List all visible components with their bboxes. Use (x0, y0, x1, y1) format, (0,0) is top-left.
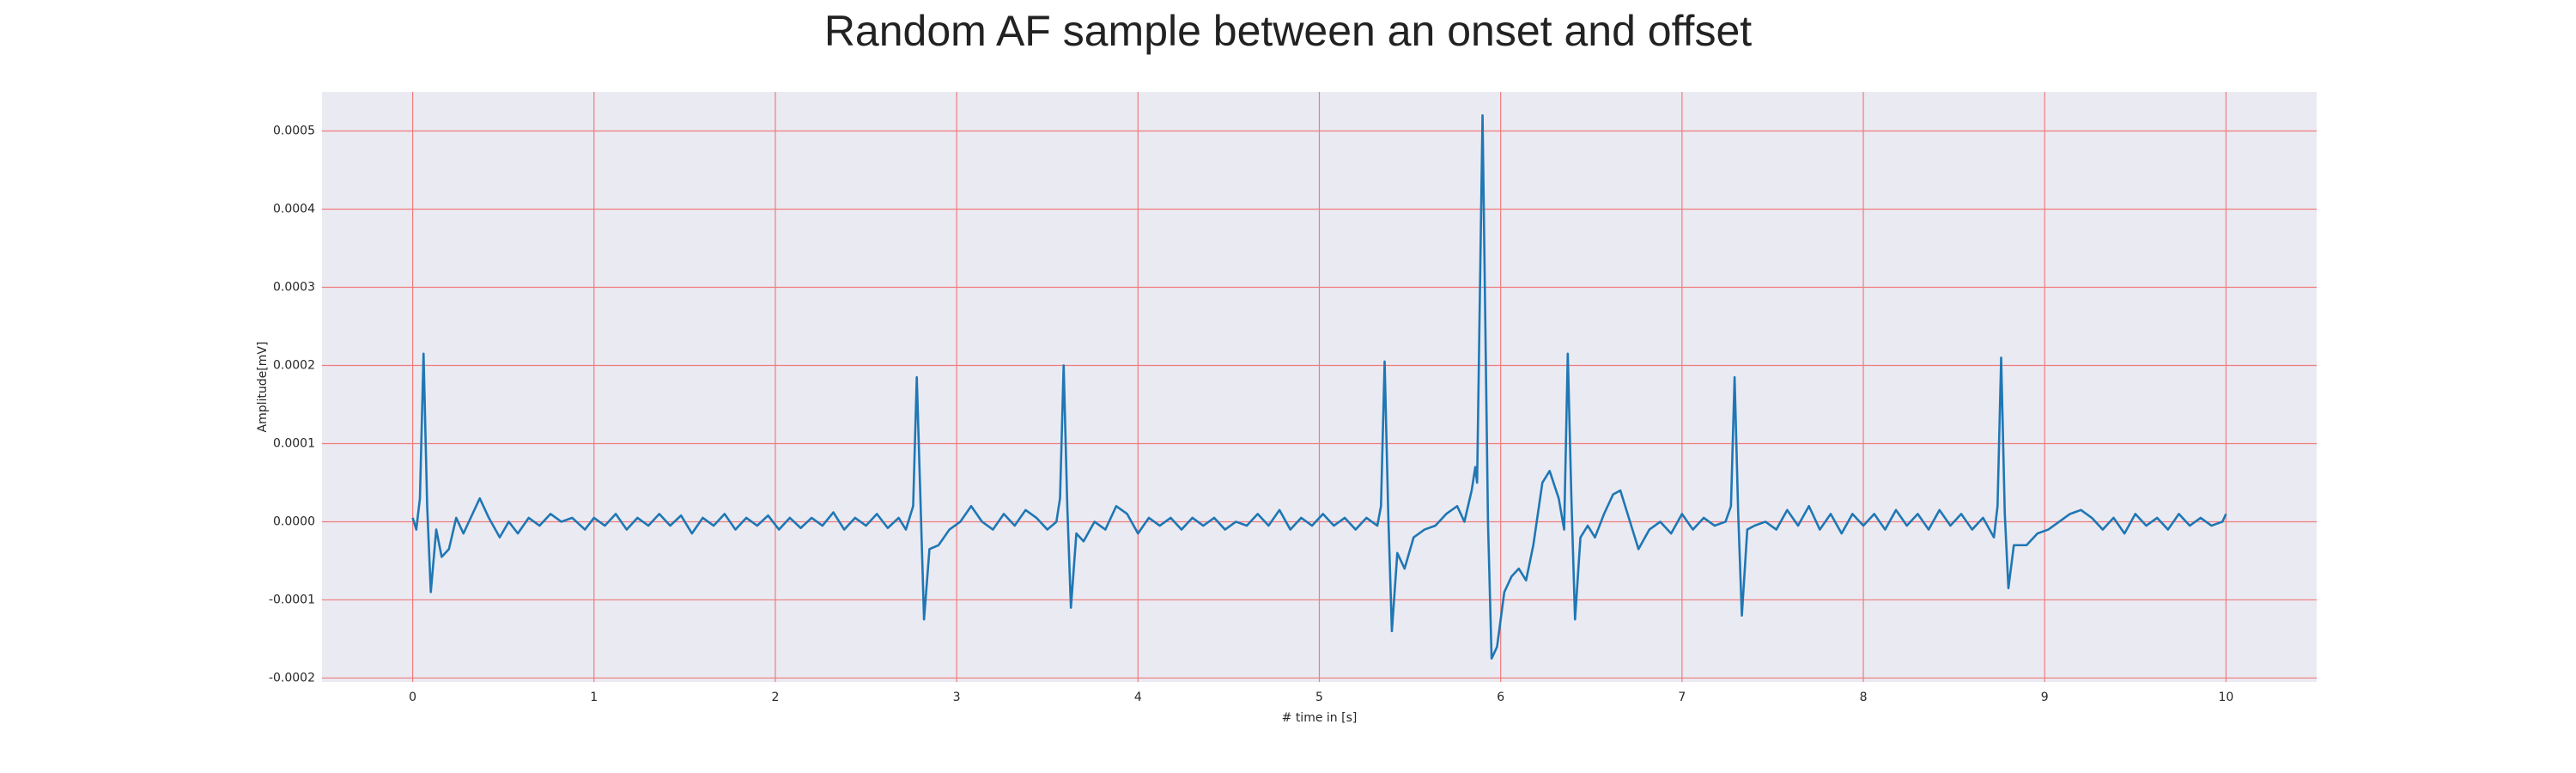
y-tick-label: 0.0001 (273, 436, 315, 450)
y-tick-label: 0.0002 (273, 358, 315, 372)
y-tick-label: 0.0003 (273, 280, 315, 294)
y-tick-label: -0.0002 (269, 671, 315, 685)
x-tick-label: 2 (771, 691, 779, 704)
y-tick-label: -0.0001 (269, 593, 315, 606)
x-tick-label: 6 (1497, 691, 1504, 704)
x-tick-label: 7 (1678, 691, 1686, 704)
x-axis-label: # time in [s] (1282, 711, 1358, 725)
x-tick-label: 0 (409, 691, 416, 704)
x-tick-label: 1 (590, 691, 598, 704)
y-axis-label: Amplitude[mV] (256, 342, 270, 433)
x-tick-label: 10 (2218, 691, 2233, 704)
x-tick-label: 4 (1134, 691, 1142, 704)
x-tick-label: 9 (2041, 691, 2049, 704)
x-tick-label: 3 (953, 691, 961, 704)
y-tick-label: 0.0004 (273, 202, 315, 216)
x-tick-label: 8 (1860, 691, 1868, 704)
ecg-line (411, 114, 2227, 660)
y-tick-label: 0.0000 (273, 514, 315, 528)
y-tick-label: 0.0005 (273, 124, 315, 137)
x-tick-label: 5 (1315, 691, 1323, 704)
chart-title: Random AF sample between an onset and of… (824, 7, 1752, 55)
